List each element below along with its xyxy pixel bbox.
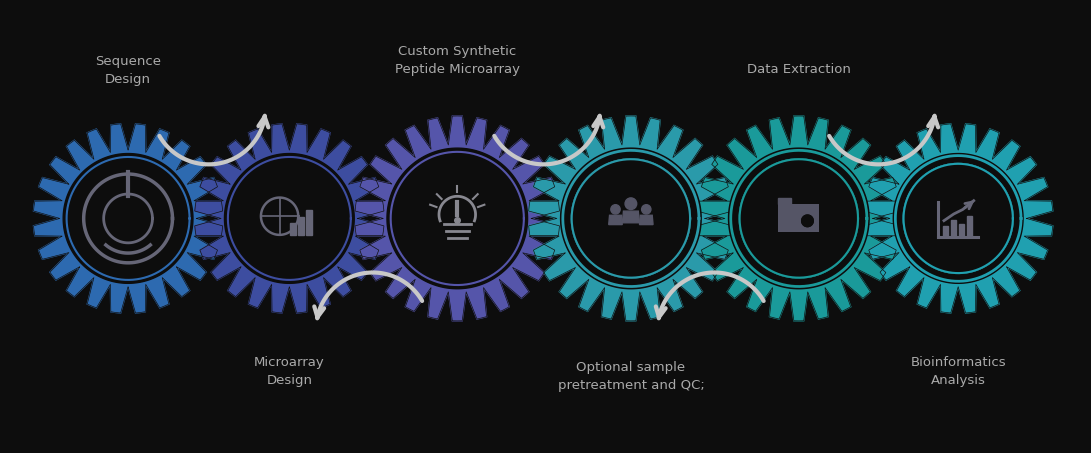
Polygon shape	[572, 159, 691, 278]
Polygon shape	[561, 148, 702, 289]
Bar	[959, 224, 964, 237]
Text: Data Extraction: Data Extraction	[747, 63, 851, 76]
Polygon shape	[529, 116, 733, 321]
Bar	[968, 216, 972, 237]
Polygon shape	[740, 159, 858, 278]
Polygon shape	[729, 148, 870, 289]
Bar	[298, 217, 303, 235]
Circle shape	[625, 198, 637, 210]
Polygon shape	[355, 116, 560, 321]
Text: Microarray
Design: Microarray Design	[254, 356, 325, 387]
Polygon shape	[63, 154, 193, 283]
Circle shape	[642, 205, 651, 214]
Bar	[290, 223, 296, 235]
Polygon shape	[623, 211, 639, 223]
Polygon shape	[609, 215, 622, 225]
Bar	[951, 220, 956, 237]
Polygon shape	[903, 164, 1012, 273]
Circle shape	[611, 205, 620, 214]
Bar	[944, 226, 948, 237]
Bar	[305, 210, 312, 235]
Polygon shape	[697, 116, 901, 321]
Polygon shape	[894, 154, 1023, 283]
Polygon shape	[34, 124, 223, 313]
Text: Bioinformatics
Analysis: Bioinformatics Analysis	[910, 356, 1006, 387]
Text: Optional sample
pretreatment and QC;: Optional sample pretreatment and QC;	[558, 361, 705, 392]
Polygon shape	[225, 154, 355, 283]
Bar	[778, 204, 819, 232]
Polygon shape	[802, 215, 813, 226]
Bar	[778, 198, 791, 204]
Text: Sequence
Design: Sequence Design	[95, 55, 161, 86]
Polygon shape	[639, 215, 654, 225]
Polygon shape	[195, 124, 384, 313]
Text: Custom Synthetic
Peptide Microarray: Custom Synthetic Peptide Microarray	[395, 45, 519, 76]
Polygon shape	[864, 124, 1053, 313]
Polygon shape	[387, 148, 528, 289]
